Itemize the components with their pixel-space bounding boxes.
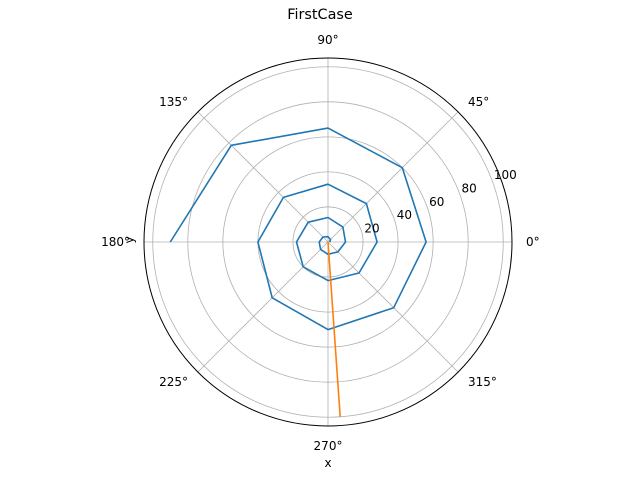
radial-tick-labels: 20 40 60 80 100 bbox=[364, 168, 516, 236]
theta-tick-label: 0° bbox=[526, 235, 540, 249]
r-tick-label: 20 bbox=[364, 222, 379, 236]
theta-tick-label: 315° bbox=[468, 375, 497, 389]
theta-tick-label: 90° bbox=[317, 33, 338, 47]
angular-gridline bbox=[327, 241, 459, 373]
chart-title: FirstCase bbox=[287, 7, 353, 23]
angular-tick-labels: 0° 45° 90° 135° 180° 225° 270° 315° bbox=[101, 33, 540, 453]
series-line-1 bbox=[169, 127, 427, 331]
r-tick-label: 100 bbox=[494, 168, 517, 182]
x-axis-label: x bbox=[324, 456, 332, 470]
r-tick-label: 80 bbox=[462, 181, 477, 195]
polar-spine bbox=[143, 57, 513, 427]
theta-tick-label: 225° bbox=[159, 375, 188, 389]
theta-tick-label: 45° bbox=[468, 95, 489, 109]
r-tick-label: 40 bbox=[397, 208, 412, 222]
theta-tick-label: 270° bbox=[314, 439, 343, 453]
y-axis-label: y bbox=[122, 236, 137, 244]
angular-gridline bbox=[197, 241, 329, 373]
angular-gridline bbox=[197, 111, 329, 243]
series-line-2 bbox=[327, 241, 341, 417]
angular-gridline bbox=[327, 111, 459, 243]
r-tick-label: 60 bbox=[429, 195, 444, 209]
series-layer bbox=[169, 127, 427, 417]
theta-tick-label: 180° bbox=[101, 235, 130, 249]
theta-tick-label: 135° bbox=[159, 95, 188, 109]
